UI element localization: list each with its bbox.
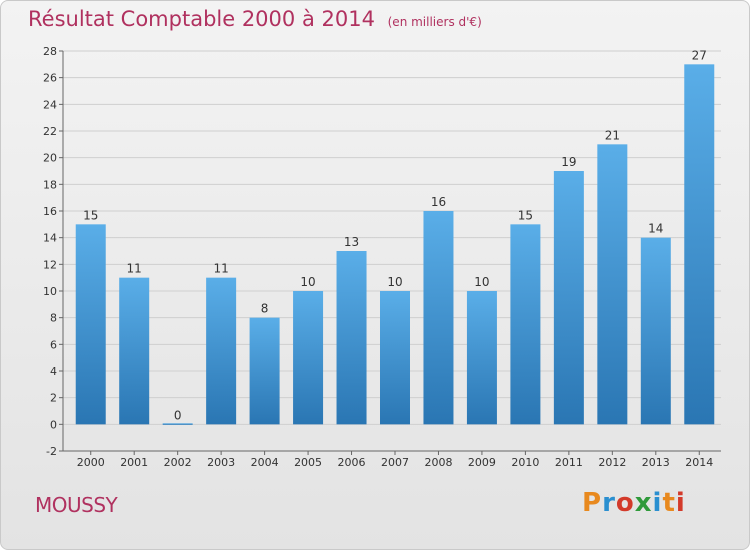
data-label-2006: 13: [344, 235, 359, 249]
axes: [62, 51, 721, 452]
bar-2010: [510, 224, 541, 425]
bar-2012: [597, 144, 628, 425]
logo-letter: i: [675, 488, 686, 518]
data-label-2011: 19: [561, 155, 576, 169]
logo-letter: x: [634, 488, 653, 518]
bars: [75, 64, 715, 425]
y-tick-label: 18: [43, 178, 57, 191]
data-label-2007: 10: [387, 275, 402, 289]
x-tick-label: 2007: [381, 456, 409, 469]
data-label-2004: 8: [261, 302, 269, 316]
data-label-2014: 27: [692, 48, 707, 62]
y-tick-label: 0: [50, 418, 57, 431]
x-tick-label: 2010: [511, 456, 539, 469]
y-tick-label: 24: [43, 98, 57, 111]
bar-2005: [293, 291, 324, 425]
logo-letter: i: [652, 488, 663, 518]
bar-2009: [466, 291, 497, 425]
bar-2008: [423, 211, 454, 425]
y-tick-label: 6: [50, 338, 57, 351]
y-tick-label: 22: [43, 125, 57, 138]
data-label-2000: 15: [83, 208, 98, 222]
bar-2000: [75, 224, 106, 425]
y-tick-label: 20: [43, 152, 57, 165]
bar-2003: [206, 277, 237, 425]
chart-title-text: Résultat Comptable 2000 à 2014: [28, 7, 375, 31]
bar-2001: [119, 277, 150, 425]
x-tick-label: 2008: [424, 456, 452, 469]
bar-2007: [380, 291, 410, 425]
x-tick-label: 2006: [338, 456, 366, 469]
y-tick-label: 4: [50, 365, 57, 378]
proxiti-logo: Proxiti: [582, 488, 686, 518]
x-tick-label: 2014: [685, 456, 713, 469]
bar-2014: [684, 64, 715, 425]
bar-2011: [553, 171, 584, 425]
bar-2006: [336, 251, 367, 425]
bar-2002: [162, 423, 193, 425]
data-label-2003: 11: [213, 262, 228, 276]
x-tick-labels: 2000 2001 2002 2003 2004 2005 2006 2007 2008 2009…: [77, 451, 713, 469]
x-tick-label: 2001: [120, 456, 148, 469]
y-tick-label: 16: [43, 205, 57, 218]
logo-letter: P: [582, 488, 603, 518]
data-label-2001: 11: [127, 262, 142, 276]
y-tick-label: 12: [43, 258, 57, 271]
place-name: MOUSSY: [35, 493, 118, 517]
y-tick-label: 8: [50, 312, 57, 325]
y-tick-label: 14: [43, 232, 57, 245]
x-tick-label: 2004: [251, 456, 279, 469]
x-tick-label: 2013: [642, 456, 670, 469]
logo-letter: t: [662, 488, 676, 518]
y-tick-label: -2: [46, 445, 57, 458]
data-label-2010: 15: [518, 208, 533, 222]
logo-letter: r: [602, 488, 616, 518]
y-tick-label: 10: [43, 285, 57, 298]
chart-title: Résultat Comptable 2000 à 2014 (en milli…: [28, 7, 482, 31]
data-labels: 15 11 0 11 8 10 13 10 16 10 15 19 21 14 27: [83, 48, 707, 422]
data-label-2012: 21: [605, 128, 620, 142]
x-tick-label: 2000: [77, 456, 105, 469]
bar-2004: [249, 317, 280, 425]
y-tick-label: 28: [43, 45, 57, 58]
x-tick-label: 2009: [468, 456, 496, 469]
data-label-2008: 16: [431, 195, 446, 209]
x-tick-label: 2003: [207, 456, 235, 469]
x-tick-label: 2005: [294, 456, 322, 469]
logo-letter: o: [615, 488, 635, 518]
x-tick-label: 2012: [598, 456, 626, 469]
data-label-2002: 0: [174, 408, 182, 422]
y-tick-label: 2: [50, 392, 57, 405]
bar-2013: [640, 237, 671, 425]
data-label-2013: 14: [648, 222, 663, 236]
chart-subtitle: (en milliers d'€): [387, 15, 482, 29]
x-tick-label: 2011: [555, 456, 583, 469]
x-tick-label: 2002: [164, 456, 192, 469]
data-label-2009: 10: [474, 275, 489, 289]
y-tick-label: 26: [43, 72, 57, 85]
data-label-2005: 10: [300, 275, 315, 289]
